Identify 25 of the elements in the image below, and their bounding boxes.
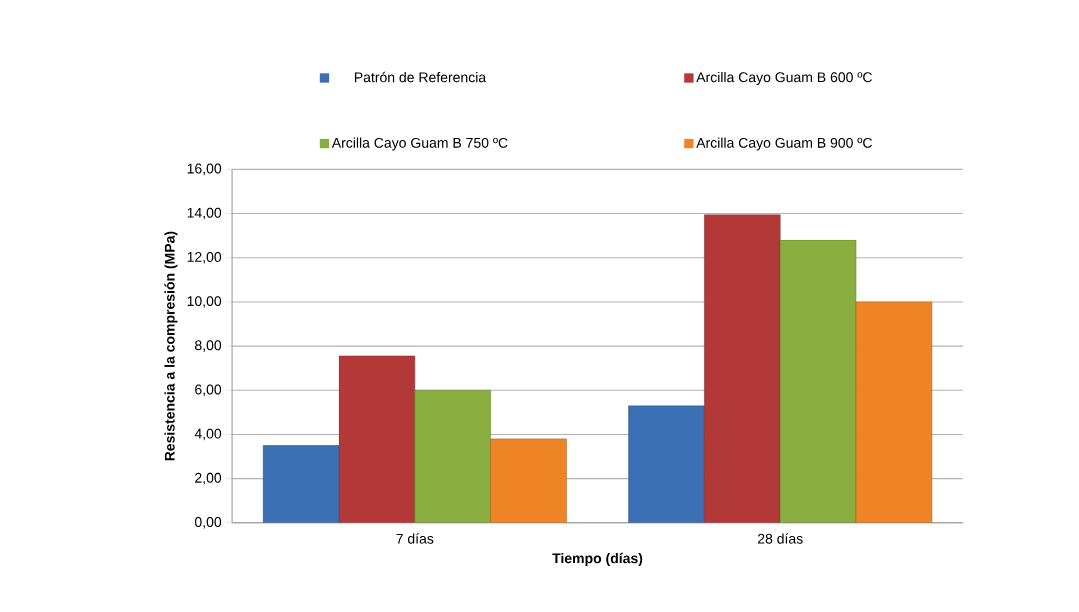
x-tick-label: 7 días	[396, 533, 434, 544]
x-axis-title: Tiempo (días)	[552, 552, 643, 566]
legend-label: Arcilla Cayo Guam B 900 ºC	[696, 137, 872, 151]
legend-label: Arcilla Cayo Guam B 600 ºC	[696, 71, 872, 85]
bar	[490, 438, 567, 523]
y-tick-label: 6,00	[195, 384, 222, 396]
bar	[262, 445, 340, 523]
y-tick-label: 16,00	[187, 163, 222, 176]
y-tick-label: 8,00	[195, 340, 222, 352]
bar	[779, 239, 857, 523]
bar	[855, 301, 933, 523]
x-tick-label: 28 días	[757, 533, 803, 544]
y-tick-label: 14,00	[187, 207, 222, 220]
y-tick-label: 10,00	[187, 296, 222, 308]
y-tick-label: 12,00	[187, 251, 222, 264]
bar	[628, 405, 705, 523]
y-tick-label: 4,00	[194, 428, 222, 441]
legend-label: Arcilla Cayo Guam B 750 ºC	[331, 137, 508, 151]
bar	[704, 214, 781, 523]
y-tick-label: 0,00	[194, 516, 222, 529]
y-axis-title: Resistencia a la compresión (MPa)	[164, 231, 178, 461]
legend-label: Patrón de Referencia	[354, 71, 487, 83]
bar	[414, 389, 491, 523]
y-tick-label: 2,00	[195, 472, 222, 485]
bar	[338, 355, 416, 523]
